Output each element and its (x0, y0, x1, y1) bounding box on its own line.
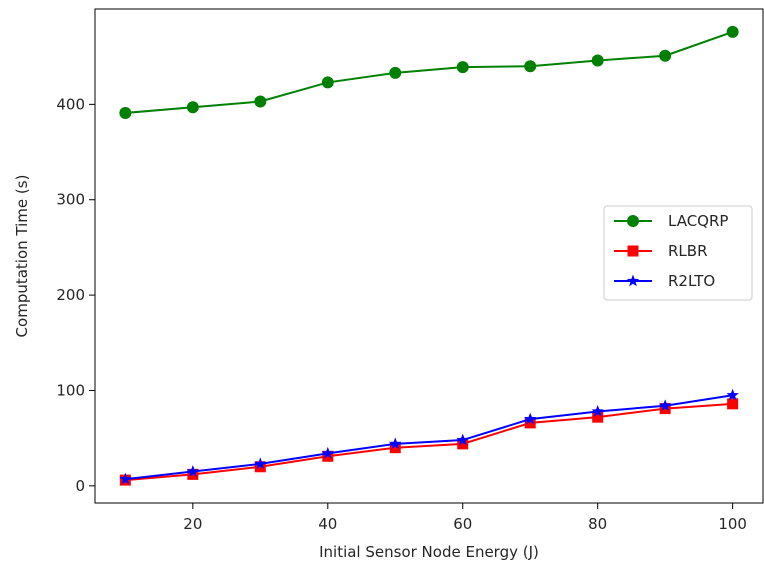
rlbr-point (322, 450, 334, 462)
x-tick-label: 80 (588, 515, 607, 533)
r2lto-point (456, 433, 469, 446)
lacqrp-point (456, 61, 469, 74)
r2lto-point (389, 437, 402, 450)
series-r2lto (119, 388, 739, 485)
r2lto-point (186, 465, 200, 477)
y-tick-label: 0 (75, 477, 85, 495)
lacqrp-point (659, 49, 672, 62)
legend: LACQRP RLBR R2LTO (603, 205, 753, 301)
x-tick-label: 40 (318, 515, 337, 533)
lacqrp-point (726, 25, 739, 38)
r2lto-point (321, 446, 334, 459)
r2lto-point (658, 399, 672, 411)
legend-label-rlbr: RLBR (668, 242, 708, 260)
rlbr-point (389, 442, 401, 454)
y-axis: 0 100 200 300 400 (56, 95, 95, 495)
x-axis-label: Initial Sensor Node Energy (J) (319, 543, 539, 561)
r2lto-line (125, 394, 733, 481)
rlbr-point (524, 417, 536, 429)
y-axis-label: Computation Time (s) (13, 175, 31, 338)
y-tick-label: 300 (56, 191, 85, 209)
lacqrp-line (125, 30, 733, 114)
legend-marker-lacqrp (627, 215, 639, 227)
r2lto-point (254, 457, 267, 470)
y-tick-label: 400 (56, 95, 85, 113)
legend-item-r2lto: R2LTO (614, 272, 715, 290)
x-tick-label: 20 (183, 515, 202, 533)
lacqrp-point (389, 66, 402, 79)
lacqrp-point (119, 106, 132, 119)
y-tick-label: 100 (56, 381, 85, 399)
rlbr-line (125, 402, 733, 482)
legend-marker-rlbr (627, 245, 639, 257)
y-tick-label: 200 (56, 286, 85, 304)
r2lto-point (524, 412, 537, 425)
lacqrp-point (186, 101, 199, 114)
rlbr-point (457, 438, 469, 450)
rlbr-point (254, 461, 266, 473)
series-layer (119, 25, 739, 486)
lacqrp-point (591, 54, 604, 67)
legend-label-r2lto: R2LTO (668, 272, 715, 290)
lacqrp-point (321, 76, 334, 89)
r2lto-point (119, 472, 132, 485)
rlbr-point (659, 403, 671, 415)
rlbr-point (592, 411, 604, 423)
series-lacqrp (119, 25, 739, 119)
r2lto-point (726, 388, 739, 401)
lacqrp-point (524, 60, 537, 73)
rlbr-point (727, 398, 739, 410)
x-axis: 20 40 60 80 100 (183, 503, 747, 533)
x-tick-label: 100 (718, 515, 747, 533)
r2lto-point (591, 404, 604, 417)
lacqrp-point (254, 95, 267, 108)
legend-label-lacqrp: LACQRP (668, 212, 728, 230)
legend-item-rlbr: RLBR (614, 242, 708, 260)
x-tick-label: 60 (453, 515, 472, 533)
rlbr-point (187, 468, 199, 480)
legend-item-lacqrp: LACQRP (614, 212, 728, 230)
legend-box (603, 205, 753, 301)
legend-marker-r2lto (626, 274, 640, 287)
